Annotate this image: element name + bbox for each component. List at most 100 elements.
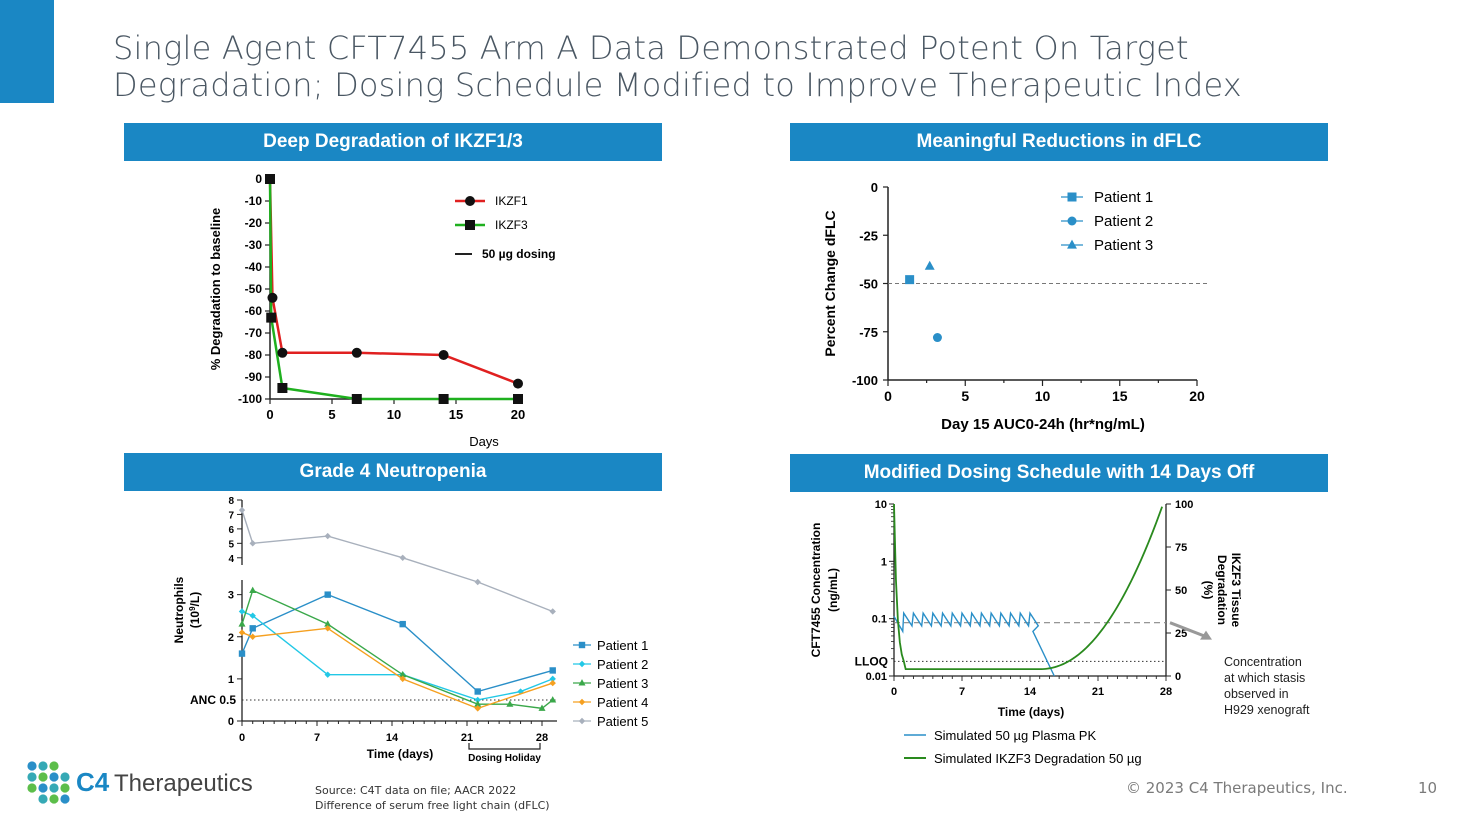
title-line-1: Single Agent CFT7455 Arm A Data Demonstr… bbox=[113, 29, 1189, 67]
y-axis-unit: (109/L) bbox=[188, 592, 202, 628]
x-axis-label: Time (days) bbox=[998, 705, 1064, 719]
title-line-2: Degradation; Dosing Schedule Modified to… bbox=[113, 66, 1242, 104]
footer-source: Source: C4T data on file; AACR 2022 Diff… bbox=[315, 783, 550, 813]
degradation-chart: 0 -10 -20 -30 -40 -50 -60 -70 -80 -90 -100 0 5 10 15 20… bbox=[208, 172, 556, 449]
legend-marker bbox=[578, 641, 586, 649]
data-point bbox=[506, 700, 514, 707]
y-tick-label: 0 bbox=[255, 172, 262, 186]
legend-marker bbox=[578, 698, 586, 706]
x-tick-label: 5 bbox=[961, 388, 969, 404]
series-line-patient-3 bbox=[241, 589, 554, 710]
panel-header-degradation: Deep Degradation of IKZF1/3 bbox=[124, 123, 662, 161]
panel-header-neutropenia: Grade 4 Neutropenia bbox=[124, 453, 662, 491]
y2-tick-label: 25 bbox=[1175, 628, 1187, 640]
note-line: Difference of serum free light chain (dF… bbox=[315, 799, 550, 812]
legend-marker bbox=[465, 196, 475, 206]
legend-label: 50 µg dosing bbox=[482, 247, 556, 261]
data-point bbox=[513, 394, 523, 404]
logo-c4: C4 bbox=[76, 767, 110, 797]
source-line: Source: C4T data on file; AACR 2022 bbox=[315, 784, 517, 797]
data-point bbox=[351, 347, 362, 358]
data-point bbox=[474, 578, 481, 586]
x-axis-label: Day 15 AUC0-24h (hr*ng/mL) bbox=[941, 416, 1145, 433]
y-tick-label: -50 bbox=[245, 282, 263, 296]
y-tick-label: -80 bbox=[245, 348, 263, 362]
logo-dot bbox=[27, 772, 37, 782]
logo-dot bbox=[38, 772, 48, 782]
legend-marker bbox=[465, 220, 475, 230]
y-tick-label: 10 bbox=[875, 499, 887, 511]
y-tick-label: 5 bbox=[228, 539, 234, 550]
legend-label: Patient 3 bbox=[597, 676, 648, 691]
y2-axis-label-line2: Degradation bbox=[1215, 555, 1229, 625]
legend-label: IKZF3 bbox=[495, 218, 528, 232]
data-point bbox=[266, 312, 277, 323]
y-tick-label: 0.1 bbox=[872, 614, 887, 626]
y-tick-label: -10 bbox=[245, 194, 263, 208]
y-axis-label-line2: (ng/mL) bbox=[826, 568, 840, 612]
y-tick-label: -20 bbox=[245, 216, 263, 230]
legend-marker bbox=[578, 660, 586, 668]
data-point bbox=[549, 696, 557, 703]
data-point bbox=[238, 620, 246, 627]
legend-marker bbox=[1067, 192, 1077, 202]
y-tick-label: 0 bbox=[228, 716, 234, 728]
data-point bbox=[549, 608, 556, 615]
dosing-holiday-label: Dosing Holiday bbox=[468, 753, 541, 764]
logo-dot bbox=[49, 783, 59, 793]
y-axis-label: Neutrophils bbox=[172, 576, 186, 643]
x-tick-label: 0 bbox=[266, 407, 273, 422]
anc-label: ANC 0.5 bbox=[190, 693, 236, 707]
data-point-2 bbox=[932, 333, 942, 343]
x-tick-label: 15 bbox=[1112, 388, 1128, 404]
y-tick-label: -100 bbox=[238, 392, 262, 406]
y-tick-label: 2 bbox=[228, 632, 234, 644]
x-tick-label: 5 bbox=[328, 407, 335, 422]
legend-label: Patient 2 bbox=[597, 657, 648, 672]
annotation-line: Concentration bbox=[1224, 655, 1302, 669]
data-point-3 bbox=[924, 260, 935, 270]
data-point bbox=[399, 670, 407, 678]
x-tick-label: 15 bbox=[449, 407, 463, 422]
y-tick-label: 1 bbox=[881, 556, 887, 568]
pk-curve bbox=[893, 610, 1055, 677]
logo-dot bbox=[27, 783, 37, 793]
y-tick-label: 0.01 bbox=[866, 671, 887, 683]
unit-sup: 9 bbox=[188, 606, 197, 611]
data-point bbox=[513, 378, 523, 389]
logo-dot bbox=[49, 761, 59, 771]
y-tick-label: -40 bbox=[245, 260, 263, 274]
x-tick-label: 0 bbox=[884, 388, 892, 404]
data-point bbox=[267, 292, 278, 303]
legend-label-pk: Simulated 50 µg Plasma PK bbox=[934, 728, 1096, 743]
logo-dot bbox=[38, 783, 48, 793]
data-point bbox=[399, 620, 406, 628]
data-point bbox=[238, 629, 246, 636]
lloq-label: LLOQ bbox=[855, 654, 888, 668]
y-tick-label: -75 bbox=[859, 325, 878, 340]
data-point bbox=[549, 679, 556, 687]
data-point bbox=[474, 688, 481, 695]
y-tick-label: 8 bbox=[228, 496, 234, 507]
series-line-ikzf3 bbox=[268, 178, 518, 401]
annotation-arrowhead bbox=[1200, 630, 1212, 640]
y-tick-label: -30 bbox=[245, 238, 263, 252]
legend-marker bbox=[578, 679, 586, 686]
y-axis-label: % Degradation to baseline bbox=[208, 208, 223, 371]
legend-marker bbox=[1067, 216, 1077, 226]
c4-therapeutics-logo: C4 Therapeutics bbox=[27, 761, 253, 804]
x-tick-label: 7 bbox=[959, 686, 965, 698]
page-number: 10 bbox=[1418, 779, 1438, 797]
logo-dot bbox=[60, 772, 70, 782]
data-point bbox=[324, 591, 331, 598]
legend-label: Patient 3 bbox=[1094, 237, 1153, 254]
y-axis-label-line1: CFT7455 Concentration bbox=[809, 523, 823, 658]
x-tick-label: 0 bbox=[891, 686, 897, 698]
neutrophils-chart: 0 1 2 3 4 5 6 7 8 0 7 14 21 28 Time (days) Neutrophils(… bbox=[172, 496, 648, 764]
logo-dot bbox=[49, 794, 59, 804]
data-point bbox=[249, 625, 256, 632]
legend-marker bbox=[578, 717, 586, 725]
legend-marker bbox=[1067, 239, 1077, 249]
dosing-holiday-bracket bbox=[468, 743, 541, 750]
legend-label: Patient 5 bbox=[597, 714, 648, 729]
